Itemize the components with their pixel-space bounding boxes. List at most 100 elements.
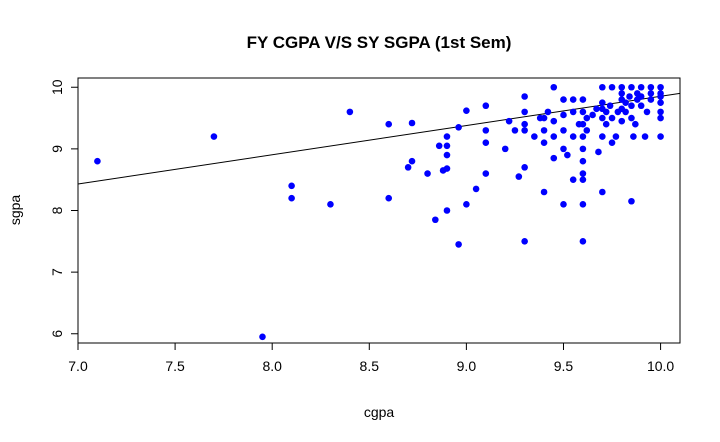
data-point — [560, 111, 567, 119]
data-point — [657, 90, 664, 97]
data-point — [443, 165, 451, 172]
data-point — [94, 157, 101, 165]
data-point — [628, 197, 635, 205]
data-point — [385, 194, 393, 202]
data-point — [608, 114, 616, 122]
data-point — [579, 108, 587, 116]
y-tick-label: 9 — [49, 145, 65, 153]
data-point — [560, 96, 567, 103]
data-point — [599, 133, 606, 140]
data-point — [647, 96, 655, 103]
data-point — [612, 133, 620, 140]
data-point — [521, 127, 528, 134]
data-point — [443, 151, 451, 159]
data-point — [569, 108, 577, 116]
data-point — [408, 119, 416, 127]
y-tick-label: 7 — [49, 268, 65, 276]
data-point — [657, 114, 664, 122]
data-point — [288, 182, 295, 190]
data-point — [540, 127, 548, 134]
data-point — [443, 207, 451, 214]
data-point — [579, 120, 587, 128]
x-axis: 7.0 7.5 8.0 8.5 9.0 9.5 10.0 — [68, 342, 674, 374]
data-point — [579, 96, 587, 103]
y-tick-label: 8 — [49, 206, 65, 214]
data-point — [521, 93, 528, 100]
data-point — [521, 120, 528, 128]
data-points — [94, 83, 664, 341]
data-point — [647, 83, 655, 91]
data-point — [579, 133, 587, 140]
x-tick-label: 9.5 — [554, 358, 574, 374]
data-point — [472, 185, 480, 193]
x-axis-label: cgpa — [364, 404, 395, 420]
y-tick-label: 6 — [49, 330, 65, 338]
data-point — [443, 133, 451, 140]
data-point — [569, 133, 577, 140]
data-point — [482, 127, 490, 134]
data-point — [657, 83, 664, 91]
data-point — [511, 127, 519, 134]
x-tick-label: 8.0 — [262, 358, 282, 374]
data-point — [583, 114, 591, 122]
data-point — [463, 201, 470, 208]
data-point — [599, 114, 606, 122]
data-point — [643, 108, 651, 116]
data-point — [540, 188, 548, 196]
data-point — [564, 151, 571, 159]
data-point — [482, 139, 490, 147]
data-point — [657, 99, 664, 106]
data-point — [599, 83, 606, 91]
data-point — [579, 201, 587, 208]
data-point — [579, 176, 587, 183]
y-axis-label: sgpa — [7, 195, 23, 226]
data-point — [618, 117, 626, 125]
data-point — [599, 188, 606, 196]
data-point — [521, 108, 528, 116]
data-point — [632, 120, 639, 128]
data-point — [637, 102, 645, 110]
data-point — [589, 111, 596, 119]
data-point — [593, 105, 600, 113]
data-point — [569, 96, 577, 103]
data-point — [435, 142, 443, 150]
data-point — [560, 127, 567, 134]
data-point — [608, 139, 616, 147]
data-point — [210, 133, 218, 140]
data-point — [443, 142, 451, 150]
data-point — [630, 133, 637, 140]
data-point — [560, 201, 567, 208]
chart-title: FY CGPA V/S SY SGPA (1st Sem) — [247, 33, 512, 52]
data-point — [463, 107, 470, 114]
data-point — [259, 333, 266, 341]
regression-line — [77, 92, 681, 185]
data-point — [579, 145, 587, 153]
data-point — [618, 90, 626, 97]
data-point — [637, 93, 645, 100]
data-point — [540, 139, 548, 147]
data-point — [628, 102, 635, 110]
data-point — [501, 145, 509, 153]
data-point — [628, 114, 635, 122]
data-point — [657, 133, 664, 140]
data-point — [521, 164, 528, 171]
data-point — [622, 99, 629, 106]
data-point — [579, 170, 587, 177]
data-point — [408, 157, 416, 165]
data-point — [657, 108, 664, 116]
data-point — [505, 117, 513, 125]
data-point — [432, 216, 439, 224]
data-point — [404, 164, 412, 171]
data-point — [626, 93, 633, 100]
data-point — [288, 194, 295, 202]
x-tick-label: 10.0 — [647, 358, 674, 374]
data-point — [515, 173, 523, 180]
data-point — [637, 83, 645, 91]
data-point — [647, 90, 655, 97]
data-point — [606, 102, 614, 110]
data-point — [602, 120, 610, 128]
data-point — [579, 238, 587, 245]
data-point — [579, 157, 587, 165]
data-point — [385, 120, 393, 128]
